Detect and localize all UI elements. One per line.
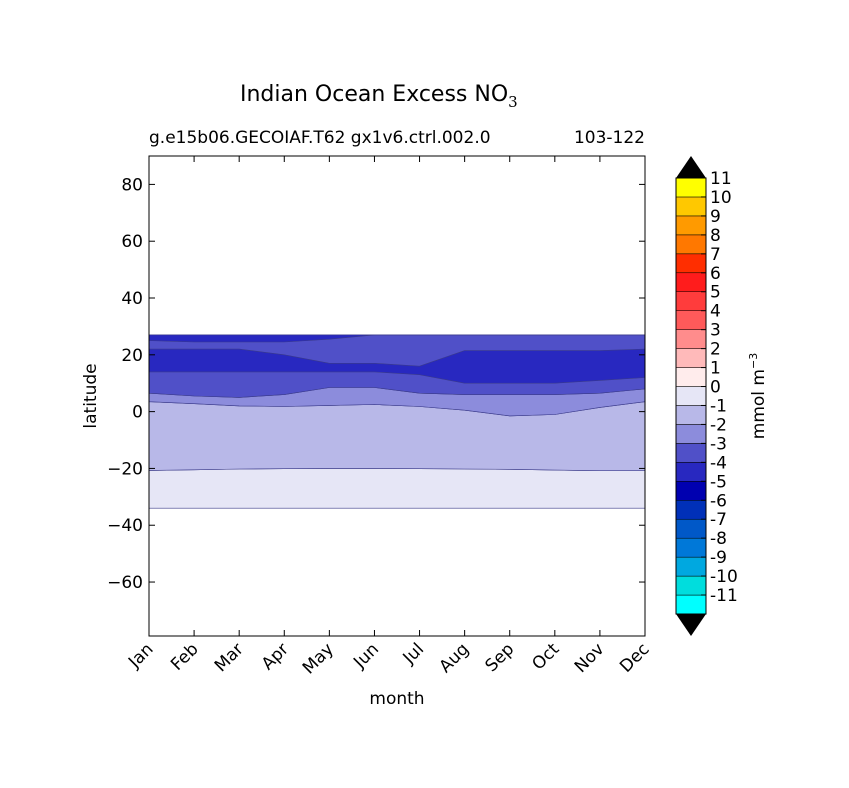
colorbar-segment [675, 310, 707, 330]
colorbar-tick-label: 6 [710, 264, 721, 284]
chart-subtitle-left: g.e15b06.GECOIAF.T62 gx1v6.ctrl.002.0 [149, 128, 491, 148]
colorbar-segment [675, 234, 707, 255]
colorbar-tick-label: 9 [710, 207, 721, 227]
y-tick-label: 60 [121, 232, 143, 252]
colorbar-tick-label: 2 [710, 340, 721, 360]
plot-frame [148, 155, 646, 637]
colorbar-tick-label: -4 [710, 453, 727, 473]
colorbar-segment [675, 177, 707, 198]
colorbar-segment [675, 196, 707, 217]
colorbar-label: mmol m−3 [747, 353, 769, 439]
x-tick-label: Oct [528, 639, 563, 674]
colorbar-segment [675, 537, 707, 558]
colorbar-over-arrow [676, 156, 706, 178]
colorbar-segment [675, 424, 707, 444]
colorbar-segment [675, 443, 707, 463]
colorbar-segment [675, 462, 707, 482]
colorbar-segment [675, 556, 707, 577]
y-tick-label: 40 [121, 289, 143, 309]
y-tick-label: 80 [121, 175, 143, 195]
y-axis-label: latitude [81, 363, 101, 428]
colorbar-tick-label: -6 [710, 491, 727, 511]
x-tick-label: Dec [616, 639, 653, 676]
contour-region-5 [148, 334, 645, 343]
colorbar-frame [675, 177, 707, 615]
colorbar-segment [675, 500, 707, 520]
colorbar-under-arrow [676, 614, 706, 636]
x-tick-label: Mar [211, 639, 248, 676]
colorbar-segment [675, 575, 707, 596]
y-tick-label: −60 [107, 573, 143, 593]
colorbar-segment [675, 348, 707, 368]
colorbar-segment [675, 594, 707, 615]
contour-region-0 [148, 468, 646, 509]
colorbar-segment [675, 481, 707, 501]
x-tick-label: Jun [349, 639, 383, 673]
colorbar-tick-label: 3 [710, 321, 721, 341]
x-tick-label: Apr [258, 639, 293, 674]
colorbar-label-exponent: −3 [747, 353, 760, 369]
y-axis: 80 60 40 20 0 −20 −40 −60 [107, 175, 645, 593]
x-tick-label: Nov [571, 639, 609, 677]
x-tick-label: Jan [124, 639, 157, 672]
colorbar-tick-label: 8 [710, 226, 721, 246]
colorbar-tick-label: -2 [710, 415, 727, 435]
colorbar-segment [675, 272, 707, 292]
colorbar-segment [675, 367, 707, 387]
colorbar-segment [675, 291, 707, 311]
contour-fill-layer [148, 334, 646, 509]
colorbar-segment [675, 405, 707, 425]
y-tick-label: 0 [132, 403, 143, 423]
colorbar-segment [675, 329, 707, 349]
chart-title-subscript: 3 [508, 93, 518, 111]
colorbar-segment [675, 253, 707, 274]
chart-subtitle-right: 103-122 [574, 128, 645, 148]
x-tick-label: Jul [399, 639, 428, 668]
colorbar-tick-label: 4 [710, 302, 721, 322]
colorbar-segment [675, 518, 707, 539]
colorbar-tick-label: 1 [710, 359, 721, 379]
colorbar-segment [675, 215, 707, 236]
colorbar-tick-label: -5 [710, 472, 727, 492]
x-tick-label: Feb [167, 639, 202, 674]
x-tick-label: Aug [436, 639, 474, 677]
colorbar-tick-label: -1 [710, 396, 727, 416]
colorbar-tick-label: 0 [710, 378, 721, 398]
x-tick-label: May [299, 639, 338, 678]
colorbar-tick-label: -9 [710, 548, 727, 568]
colorbar-tick-label: 11 [710, 169, 732, 189]
colorbar-tick-label: 7 [710, 245, 721, 265]
chart-title: Indian Ocean Excess NO3 [240, 82, 518, 111]
colorbar-tick-label: -10 [710, 567, 738, 587]
colorbar-segment [675, 386, 707, 406]
colorbar-tick-label: -8 [710, 529, 727, 549]
colorbar-tick-label: 10 [710, 188, 732, 208]
x-tick-label: Sep [481, 639, 518, 676]
colorbar-tick-label: -11 [710, 586, 738, 606]
y-tick-label: 20 [121, 346, 143, 366]
colorbar-tick-label: 5 [710, 283, 721, 303]
y-tick-label: −20 [107, 459, 143, 479]
y-tick-label: −40 [107, 516, 143, 536]
x-axis-label: month [369, 689, 424, 709]
colorbar-tick-label: -7 [710, 510, 727, 530]
colorbar-tick-label: -3 [710, 434, 727, 454]
